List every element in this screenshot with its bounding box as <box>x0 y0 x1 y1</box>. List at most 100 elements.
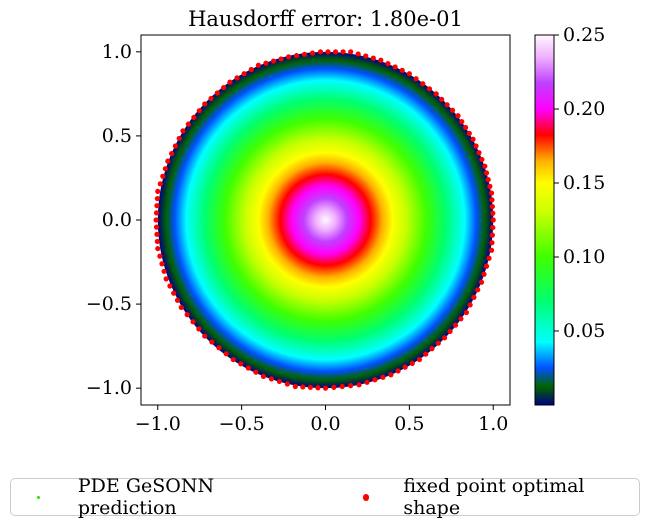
optimal-shape-point <box>227 79 233 85</box>
optimal-shape-point <box>433 91 439 97</box>
optimal-shape-point <box>300 384 306 390</box>
optimal-shape-point <box>489 240 495 246</box>
colorbar-tick-label: 0.10 <box>563 246 605 268</box>
optimal-shape-point <box>153 224 160 230</box>
optimal-shape-point <box>161 268 167 274</box>
optimal-shape-point <box>489 203 495 210</box>
optimal-shape-point <box>467 302 473 308</box>
optimal-shape-points <box>153 49 496 391</box>
y-tick-label: −0.5 <box>86 293 132 315</box>
optimal-shape-point <box>157 181 163 187</box>
optimal-shape-point <box>325 49 331 55</box>
optimal-shape-point <box>435 340 441 346</box>
x-tick-label: −0.5 <box>219 413 265 435</box>
optimal-shape-point <box>216 345 222 351</box>
optimal-shape-point <box>223 351 229 357</box>
colorbar-tick-label: 0.15 <box>563 172 605 194</box>
optimal-shape-point <box>489 232 495 238</box>
optimal-shape-point <box>260 373 267 380</box>
optimal-shape-point <box>167 283 173 289</box>
optimal-shape-point <box>471 294 477 300</box>
optimal-shape-point <box>241 71 247 77</box>
optimal-shape-point <box>284 381 290 387</box>
x-tick-label: 1.0 <box>478 413 508 435</box>
optimal-shape-point <box>402 364 408 370</box>
optimal-shape-point <box>209 339 215 345</box>
optimal-shape-point <box>191 114 197 121</box>
optimal-shape-point <box>162 166 168 172</box>
optimal-shape-point <box>423 351 429 357</box>
optimal-shape-point <box>322 385 329 391</box>
optimal-shape-point <box>172 143 178 149</box>
optimal-shape-point <box>486 255 492 261</box>
chart-title: Hausdorff error: 1.80e-01 <box>188 7 463 31</box>
optimal-shape-point <box>458 316 464 322</box>
y-tick-label: 0.5 <box>102 125 132 147</box>
colorbar-tick-label: 0.20 <box>563 98 605 120</box>
legend-item-prediction: PDE GeSONN prediction <box>37 475 311 519</box>
optimal-shape-point <box>263 60 269 66</box>
legend-marker-optimal-shape <box>362 493 370 501</box>
y-tick-label: −1.0 <box>86 377 132 399</box>
optimal-shape-point <box>176 135 182 142</box>
optimal-shape-point <box>370 55 376 61</box>
optimal-shape-point <box>230 356 236 363</box>
optimal-shape-point <box>470 136 476 142</box>
optimal-shape-point <box>234 75 240 81</box>
colorbar: 0.25 0.20 0.15 0.10 0.05 <box>534 24 605 406</box>
optimal-shape-point <box>459 119 465 125</box>
optimal-shape-point <box>481 271 487 277</box>
optimal-shape-point <box>447 328 453 335</box>
optimal-shape-point <box>483 263 490 269</box>
optimal-shape-point <box>479 156 485 163</box>
optimal-shape-point <box>395 368 401 374</box>
optimal-shape-point <box>278 56 284 62</box>
optimal-shape-point <box>317 49 324 55</box>
optimal-shape-point <box>155 245 161 252</box>
optimal-shape-point <box>163 276 169 282</box>
y-tick-label: 1.0 <box>102 41 132 63</box>
optimal-shape-point <box>475 287 481 293</box>
optimal-shape-point <box>169 150 175 157</box>
optimal-shape-point <box>248 66 254 73</box>
plot-area <box>153 49 496 391</box>
optimal-shape-point <box>406 71 412 77</box>
optimal-shape-point <box>307 384 314 390</box>
optimal-shape-point <box>154 231 160 237</box>
optimal-shape-point <box>276 378 282 385</box>
optimal-shape-point <box>463 309 469 316</box>
optimal-shape-point <box>420 81 426 87</box>
optimal-shape-point <box>154 238 160 245</box>
optimal-shape-point <box>332 49 339 55</box>
optimal-shape-point <box>154 195 160 202</box>
optimal-shape-point <box>153 210 160 216</box>
x-axis: −1.0 −0.5 0.0 0.5 1.0 <box>135 405 508 435</box>
legend-label-prediction: PDE GeSONN prediction <box>77 475 215 519</box>
optimal-shape-point <box>184 312 190 318</box>
legend-label-optimal-shape: fixed point optimal shape <box>403 475 585 519</box>
optimal-shape-point <box>340 49 346 55</box>
optimal-shape-point <box>426 86 433 92</box>
optimal-shape-point <box>348 49 354 55</box>
optimal-shape-point <box>339 383 345 390</box>
optimal-shape-point <box>253 369 259 375</box>
prediction-disk <box>157 51 494 389</box>
optimal-shape-point <box>268 376 275 382</box>
optimal-shape-point <box>462 124 469 131</box>
optimal-shape-point <box>455 113 461 119</box>
legend-item-optimal-shape: fixed point optimal shape <box>362 475 639 519</box>
optimal-shape-point <box>449 107 456 113</box>
optimal-shape-point <box>160 173 166 179</box>
optimal-shape-point <box>441 335 448 341</box>
optimal-shape-point <box>487 183 493 189</box>
optimal-shape-point <box>245 365 251 371</box>
optimal-shape-point <box>385 60 391 67</box>
optimal-shape-point <box>452 322 459 328</box>
optimal-shape-point <box>380 374 386 380</box>
y-axis: 1.0 0.5 0.0 −0.5 −1.0 <box>86 41 141 399</box>
optimal-shape-point <box>348 383 354 389</box>
optimal-shape-point <box>490 224 496 231</box>
y-tick-label: 0.0 <box>102 209 132 231</box>
optimal-shape-point <box>444 102 450 108</box>
optimal-shape-point <box>165 158 171 164</box>
